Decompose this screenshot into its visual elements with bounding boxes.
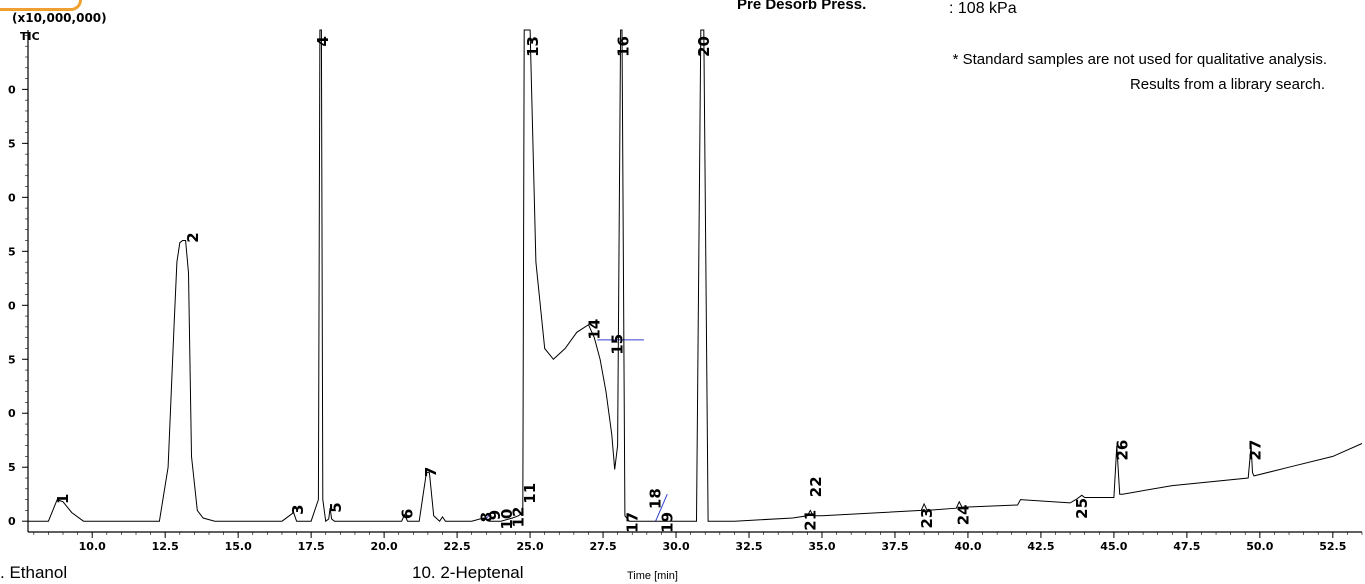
peak-label: 24	[955, 504, 973, 525]
peak-label: 4	[314, 36, 332, 46]
peak-label: 15	[609, 334, 627, 355]
peak-label: 10	[498, 509, 516, 530]
peak-label: 17	[623, 512, 641, 533]
peak-label: 18	[647, 488, 665, 509]
peak-label: 1	[54, 494, 72, 504]
peak-label: 11	[521, 483, 539, 504]
y-tick-label: 0	[8, 299, 16, 312]
peak-label: 14	[585, 319, 603, 340]
y-tick-label: 5	[8, 245, 16, 258]
baseline-segment	[655, 494, 668, 522]
orange-tab-decoration	[0, 0, 82, 11]
peak-label: 3	[289, 504, 307, 514]
baselines	[483, 339, 668, 522]
y-tick-label: 5	[8, 461, 16, 474]
x-tick-label: 40.0	[954, 540, 981, 553]
x-tick-label: 10.0	[79, 540, 106, 553]
x-tick-label: 45.0	[1100, 540, 1127, 553]
x-tick-label: 25.0	[517, 540, 544, 553]
peak-label: 9	[486, 510, 504, 520]
x-tick-label: 27.5	[589, 540, 616, 553]
y-tick-label: 0	[8, 191, 16, 204]
peak-label: 22	[807, 476, 825, 497]
peak-label: 6	[399, 509, 417, 519]
x-tick-label: 30.0	[662, 540, 689, 553]
x-tick-label: 22.5	[444, 540, 471, 553]
x-tick-label: 17.5	[298, 540, 325, 553]
peak-label: 5	[327, 502, 345, 512]
x-tick-label: 15.0	[225, 540, 252, 553]
note-line-2: Results from a library search.	[1129, 76, 1325, 93]
x-tick-label: 12.5	[152, 540, 179, 553]
x-axis-label: Time [min]	[627, 570, 678, 582]
peak-label: 8	[477, 512, 495, 522]
y-tick-label: 0	[8, 83, 16, 96]
peak-label: 25	[1073, 498, 1091, 519]
trace-label: TIC	[20, 30, 40, 43]
pressure-name: Pre Desorb Press.	[737, 0, 867, 13]
peak-label: 12	[509, 507, 527, 528]
peak-label: 13	[524, 36, 542, 57]
peak-label: 2	[184, 232, 202, 242]
y-scale-label: (x10,000,000)	[12, 11, 107, 25]
peak-label: 23	[918, 508, 936, 529]
x-tick-label: 52.5	[1319, 540, 1346, 553]
baseline-segment	[483, 512, 493, 522]
x-tick-label: 50.0	[1246, 540, 1273, 553]
peak-label: 16	[615, 36, 633, 57]
legend-item-10: 10. 2-Heptenal	[412, 563, 524, 582]
peak-label: 27	[1247, 440, 1265, 461]
x-tick-label: 35.0	[808, 540, 835, 553]
x-tick-label: 20.0	[371, 540, 398, 553]
y-tick-label: 5	[8, 353, 16, 366]
peak-label: 7	[422, 467, 440, 477]
trace	[28, 29, 1363, 523]
pressure-value: : 108 kPa	[949, 0, 1017, 17]
x-tick-label: 42.5	[1027, 540, 1054, 553]
tic-trace-line	[28, 29, 1363, 523]
peak-label: 20	[695, 36, 713, 57]
legend-item-1: . Ethanol	[0, 563, 68, 582]
y-tick-label: 5	[8, 137, 16, 150]
peak-label: 19	[658, 512, 676, 533]
x-tick-label: 32.5	[735, 540, 762, 553]
peak-label: 26	[1114, 440, 1132, 461]
note-line-1: * Standard samples are not used for qual…	[952, 51, 1327, 68]
y-tick-label: 0	[8, 515, 16, 528]
y-tick-label: 0	[8, 407, 16, 420]
x-tick-label: 47.5	[1173, 540, 1200, 553]
x-tick-label: 37.5	[881, 540, 908, 553]
peak-label: 21	[801, 510, 819, 531]
axes: 0 5 0 5 0 5 0 5 0 10.0 12.5 15.0 17.5 20.0 22.5 25.0 27.…	[8, 30, 1363, 553]
